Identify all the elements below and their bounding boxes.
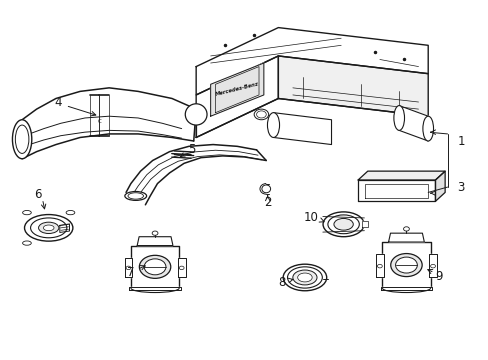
Ellipse shape bbox=[22, 241, 31, 245]
Ellipse shape bbox=[333, 219, 352, 230]
Text: 8: 8 bbox=[278, 276, 285, 289]
Ellipse shape bbox=[152, 231, 158, 235]
Text: 9: 9 bbox=[434, 270, 442, 283]
Polygon shape bbox=[380, 287, 431, 290]
Ellipse shape bbox=[12, 120, 32, 159]
Text: 7: 7 bbox=[127, 266, 134, 279]
Polygon shape bbox=[131, 246, 179, 288]
Ellipse shape bbox=[124, 192, 146, 201]
Text: Mercedes-Benz: Mercedes-Benz bbox=[215, 82, 259, 98]
Polygon shape bbox=[388, 233, 424, 242]
Ellipse shape bbox=[43, 225, 54, 231]
Polygon shape bbox=[178, 258, 185, 278]
Ellipse shape bbox=[126, 266, 131, 270]
Text: 3: 3 bbox=[456, 181, 464, 194]
Polygon shape bbox=[435, 171, 444, 201]
Ellipse shape bbox=[179, 266, 183, 270]
Ellipse shape bbox=[39, 222, 59, 234]
Polygon shape bbox=[278, 56, 427, 116]
Ellipse shape bbox=[297, 273, 311, 282]
Ellipse shape bbox=[22, 211, 31, 215]
Ellipse shape bbox=[390, 253, 421, 276]
Ellipse shape bbox=[139, 255, 170, 278]
Polygon shape bbox=[129, 287, 180, 290]
Text: 2: 2 bbox=[264, 196, 271, 209]
Text: 10: 10 bbox=[303, 211, 318, 224]
Ellipse shape bbox=[323, 212, 364, 237]
Text: 5: 5 bbox=[187, 143, 195, 156]
Polygon shape bbox=[382, 242, 430, 288]
Ellipse shape bbox=[283, 264, 326, 291]
Polygon shape bbox=[375, 255, 383, 278]
Ellipse shape bbox=[256, 111, 265, 118]
Ellipse shape bbox=[66, 211, 75, 215]
Ellipse shape bbox=[267, 113, 279, 138]
Polygon shape bbox=[357, 171, 444, 180]
Ellipse shape bbox=[262, 185, 270, 193]
Ellipse shape bbox=[31, 218, 67, 238]
Polygon shape bbox=[124, 258, 132, 278]
Ellipse shape bbox=[395, 257, 416, 273]
Ellipse shape bbox=[128, 193, 143, 199]
Ellipse shape bbox=[377, 264, 382, 268]
Polygon shape bbox=[398, 105, 427, 141]
Ellipse shape bbox=[287, 267, 322, 288]
Polygon shape bbox=[361, 221, 367, 227]
Ellipse shape bbox=[393, 105, 404, 130]
Ellipse shape bbox=[327, 215, 359, 234]
Ellipse shape bbox=[403, 227, 408, 231]
Text: C: C bbox=[98, 119, 101, 124]
Ellipse shape bbox=[144, 259, 165, 275]
Text: 1: 1 bbox=[456, 135, 464, 148]
Ellipse shape bbox=[422, 116, 433, 141]
Polygon shape bbox=[210, 63, 264, 116]
Ellipse shape bbox=[292, 270, 316, 285]
Polygon shape bbox=[273, 113, 331, 145]
Polygon shape bbox=[428, 255, 436, 278]
Ellipse shape bbox=[185, 104, 206, 125]
Polygon shape bbox=[196, 28, 427, 95]
Ellipse shape bbox=[15, 125, 29, 153]
Polygon shape bbox=[60, 224, 69, 233]
Polygon shape bbox=[137, 237, 173, 246]
Text: 4: 4 bbox=[55, 95, 62, 108]
Polygon shape bbox=[196, 56, 278, 138]
Ellipse shape bbox=[430, 264, 435, 268]
Ellipse shape bbox=[254, 109, 268, 120]
Text: 6: 6 bbox=[34, 188, 41, 201]
Polygon shape bbox=[357, 180, 435, 201]
Ellipse shape bbox=[24, 215, 73, 241]
